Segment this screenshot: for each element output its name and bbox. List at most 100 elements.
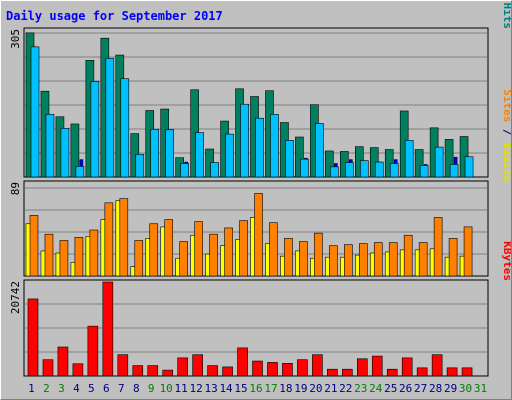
chart-panels: 305 Pages / Files / Hits 89 Sites / Visits 2… [9,0,512,377]
day-label-23: 23 [354,382,367,395]
bar-pages-day-18 [285,140,294,178]
bar-kbytes-day-21 [327,368,338,377]
day-label-19: 19 [294,382,307,395]
scale-max-label: 89 [9,182,22,195]
bar-sites-day-10 [164,219,174,277]
bar-sites-day-25 [388,242,398,277]
bar-kbytes-day-18 [282,363,293,377]
legend-part: Visits [501,142,512,182]
bar-kbytes-day-15 [237,347,248,377]
bar-hits-day-27 [414,149,424,178]
bar-kbytes-day-14 [222,366,233,377]
bar-kbytes-day-9 [147,365,159,377]
bar-hits-day-21 [325,150,334,178]
bar-kbytes-day-6 [102,281,114,377]
bar-kbytes-day-17 [267,362,278,377]
panel-2: 89 Sites / Visits [9,89,512,277]
bar-kbytes-day-8 [132,365,144,377]
bar-pages-day-21 [330,166,339,178]
bar-sites-day-7 [119,198,129,277]
day-label-21: 21 [324,382,337,395]
bar-pages-day-27 [419,165,429,178]
day-label-6: 6 [103,382,110,395]
bar-kbytes-day-28 [431,354,443,377]
bar-pages-day-28 [434,146,444,178]
bar-sites-day-19 [299,241,308,277]
day-label-13: 13 [204,382,217,395]
bar-sites-day-14 [224,227,233,277]
legend-part: / [501,0,512,3]
bar-sites-day-22 [344,244,353,277]
bar-sites-day-18 [284,238,293,277]
day-label-15: 15 [234,382,247,395]
legend-part: Sites [501,89,512,122]
bar-pages-day-24 [374,161,384,178]
legend-part: Hits [501,3,512,30]
bar-kbytes-day-16 [252,360,263,377]
chart-title: Daily usage for September 2017 [6,9,223,23]
day-label-10: 10 [160,382,173,395]
bar-pages-day-15 [240,103,249,178]
bar-sites-day-4 [74,237,84,277]
day-label-31: 31 [474,382,487,395]
bar-sites-day-20 [314,232,323,277]
day-label-7: 7 [118,382,125,395]
bar-sites-day-27 [418,242,428,277]
bar-kbytes-day-26 [401,357,413,377]
bar-pages-day-11 [180,163,189,178]
bar-pages-day-23 [359,160,369,178]
legend-part: KBytes [501,241,512,281]
bar-pages-day-14 [225,133,234,178]
bar-sites-day-17 [269,222,278,277]
bar-sites-day-24 [373,242,383,277]
bar-pages-day-8 [135,154,145,178]
bar-pages-day-4 [75,166,85,178]
series-legend-label: Pages / Files / Hits [501,0,512,29]
day-label-4: 4 [73,382,80,395]
day-label-18: 18 [279,382,292,395]
bar-sites-day-16 [254,193,263,277]
panel-1: 305 Pages / Files / Hits [9,0,512,178]
series-sites [29,193,473,277]
bar-hits-day-4 [70,123,80,178]
bar-pages-day-2 [45,114,55,178]
bar-sites-day-1 [29,215,39,277]
day-label-24: 24 [369,382,383,395]
day-label-3: 3 [58,382,65,395]
bar-sites-day-26 [403,234,413,277]
day-label-17: 17 [264,382,277,395]
bar-pages-day-10 [165,129,175,178]
series-kbytes [27,281,473,377]
bar-sites-day-21 [329,245,338,277]
bar-kbytes-day-5 [87,325,99,377]
bar-pages-day-25 [389,163,399,178]
bar-kbytes-day-22 [342,368,353,377]
bar-kbytes-day-13 [207,365,218,377]
bar-kbytes-day-27 [416,367,428,377]
bar-pages-day-19 [300,158,309,178]
day-label-29: 29 [444,382,457,395]
bar-sites-day-6 [104,202,114,277]
bar-pages-day-26 [404,140,414,178]
bar-sites-day-28 [433,217,443,277]
bar-kbytes-day-12 [192,354,203,377]
day-label-2: 2 [43,382,50,395]
bar-kbytes-day-23 [356,358,368,377]
bar-hits-day-29 [444,139,454,178]
bar-kbytes-day-29 [446,367,458,377]
day-label-22: 22 [339,382,352,395]
bar-sites-day-11 [179,241,188,277]
day-label-30: 30 [459,382,472,395]
bar-kbytes-day-1 [27,298,39,377]
scale-max-label: 305 [9,29,22,49]
series-legend-label: KBytes [501,241,512,281]
bar-kbytes-day-2 [42,359,54,377]
series-pages [30,46,474,178]
bar-sites-day-30 [463,226,473,277]
day-label-27: 27 [414,382,427,395]
bar-pages-day-22 [345,162,354,178]
bar-sites-day-29 [448,238,458,277]
bar-kbytes-day-11 [177,357,188,377]
legend-part: / [501,122,512,142]
